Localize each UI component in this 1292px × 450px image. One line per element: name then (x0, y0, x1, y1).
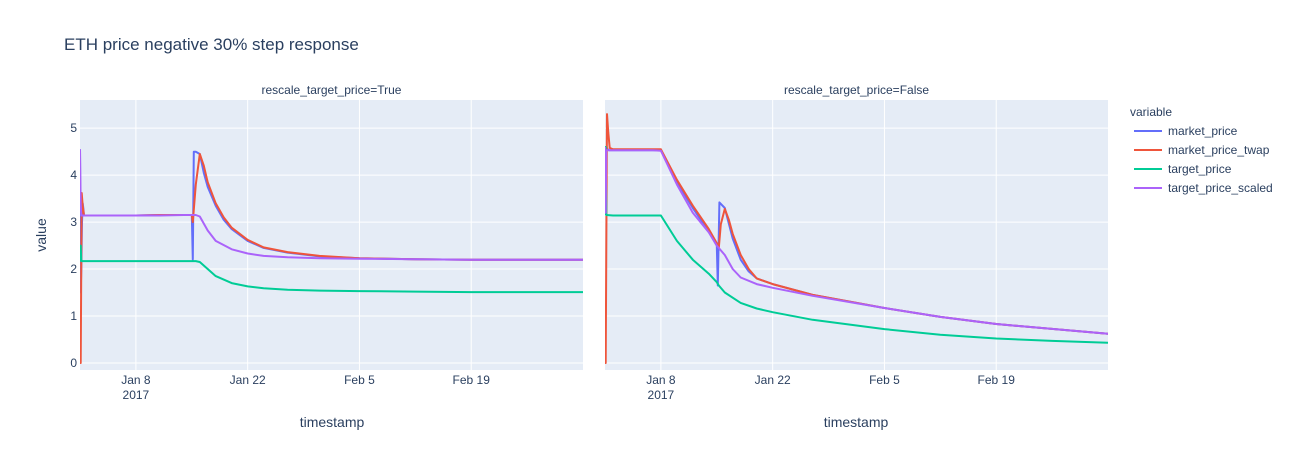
x-tick-label: Jan 22 (755, 373, 791, 387)
y-tick-label: 2 (70, 262, 77, 276)
legend[interactable]: variable market_price market_price_twap … (1130, 105, 1273, 195)
x-tick-label: Jan 8 (121, 373, 151, 387)
y-tick-label: 5 (70, 121, 77, 135)
x-tick-year-label: 2017 (648, 388, 675, 402)
y-tick-label: 1 (70, 309, 77, 323)
x-tick-label: Feb 19 (453, 373, 491, 387)
legend-item-market-price-twap[interactable]: market_price_twap (1134, 143, 1270, 157)
series-line-target-price (605, 146, 1108, 344)
y-tick-label: 4 (70, 168, 77, 182)
x-axis-title-left: timestamp (300, 414, 365, 430)
x-tick-label: Feb 5 (344, 373, 375, 387)
x-axis-title-right: timestamp (824, 414, 889, 430)
x-tick-label: Jan 22 (230, 373, 266, 387)
panel-subtitle: rescale_target_price=False (784, 83, 929, 97)
legend-item-target-price-scaled[interactable]: target_price_scaled (1134, 181, 1273, 195)
plot-area (605, 100, 1108, 370)
legend-label: market_price_twap (1168, 143, 1270, 157)
series-line-target-price-scaled (80, 149, 583, 261)
legend-label: target_price_scaled (1168, 181, 1273, 195)
x-tick-label: Feb 5 (869, 373, 900, 387)
legend-item-target-price[interactable]: target_price (1134, 162, 1232, 176)
series-line-target-price-scaled (605, 146, 1108, 335)
series-line-target-price (80, 244, 583, 294)
legend-title: variable (1130, 105, 1172, 119)
chart-title: ETH price negative 30% step response (64, 35, 359, 54)
plot-area (80, 100, 583, 370)
series-group (80, 149, 583, 364)
x-tick-year-label: 2017 (123, 388, 150, 402)
series-group (605, 113, 1108, 364)
y-axis-title: value (33, 218, 49, 252)
x-tick-label: Feb 19 (978, 373, 1016, 387)
panel-subtitle: rescale_target_price=True (262, 83, 402, 97)
x-tick-label: Jan 8 (646, 373, 676, 387)
legend-label: target_price (1168, 162, 1232, 176)
legend-item-market-price[interactable]: market_price (1134, 124, 1238, 138)
y-tick-label: 0 (70, 356, 77, 370)
y-tick-label: 3 (70, 215, 77, 229)
legend-label: market_price (1168, 124, 1238, 138)
